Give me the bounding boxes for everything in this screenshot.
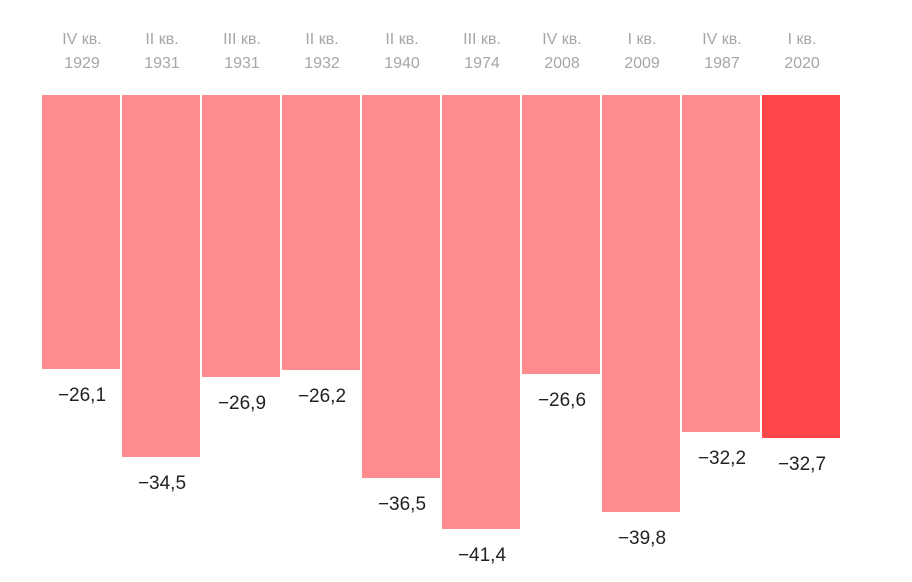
value-label: −26,1	[57, 384, 107, 406]
bar-group: II кв. 1931 −34,5	[122, 0, 202, 582]
value-label: −26,6	[537, 389, 587, 411]
value-label: −36,5	[377, 493, 427, 515]
category-label: IV кв. 2008	[542, 31, 582, 72]
bar-group: II кв. 1932 −26,2	[282, 0, 362, 582]
value-label: −26,2	[297, 385, 347, 407]
bar	[602, 95, 680, 513]
value-label: −41,4	[457, 544, 507, 566]
category-label: III кв. 1931	[223, 31, 261, 72]
bar	[202, 95, 280, 377]
bar	[682, 95, 760, 433]
category-label: III кв. 1974	[463, 31, 501, 72]
bar	[442, 95, 520, 529]
value-label: −32,2	[697, 448, 747, 470]
bar-group: IV кв. 1929 −26,1	[42, 0, 122, 582]
bar	[762, 95, 840, 438]
bar-group: I кв. 2009 −39,8	[602, 0, 682, 582]
category-label: I кв. 2020	[784, 31, 820, 72]
bar-group: I кв. 2020 −32,7	[762, 0, 842, 582]
bar-group: II кв. 1940 −36,5	[362, 0, 442, 582]
bar-group: IV кв. 1987 −32,2	[682, 0, 762, 582]
category-label: II кв. 1932	[304, 31, 340, 72]
category-label: II кв. 1940	[384, 31, 420, 72]
category-label: I кв. 2009	[624, 31, 660, 72]
bar	[362, 95, 440, 478]
category-label: IV кв. 1929	[62, 31, 102, 72]
category-label: IV кв. 1987	[702, 31, 742, 72]
value-label: −26,9	[217, 392, 267, 414]
bar	[282, 95, 360, 370]
value-label: −34,5	[137, 472, 187, 494]
bar	[42, 95, 120, 369]
category-label: II кв. 1931	[144, 31, 180, 72]
bar	[522, 95, 600, 374]
bar-group: III кв. 1931 −26,9	[202, 0, 282, 582]
value-label: −32,7	[777, 453, 827, 475]
bar-group: III кв. 1974 −41,4	[442, 0, 522, 582]
value-label: −39,8	[617, 528, 667, 550]
bar	[122, 95, 200, 457]
bar-group: IV кв. 2008 −26,6	[522, 0, 602, 582]
